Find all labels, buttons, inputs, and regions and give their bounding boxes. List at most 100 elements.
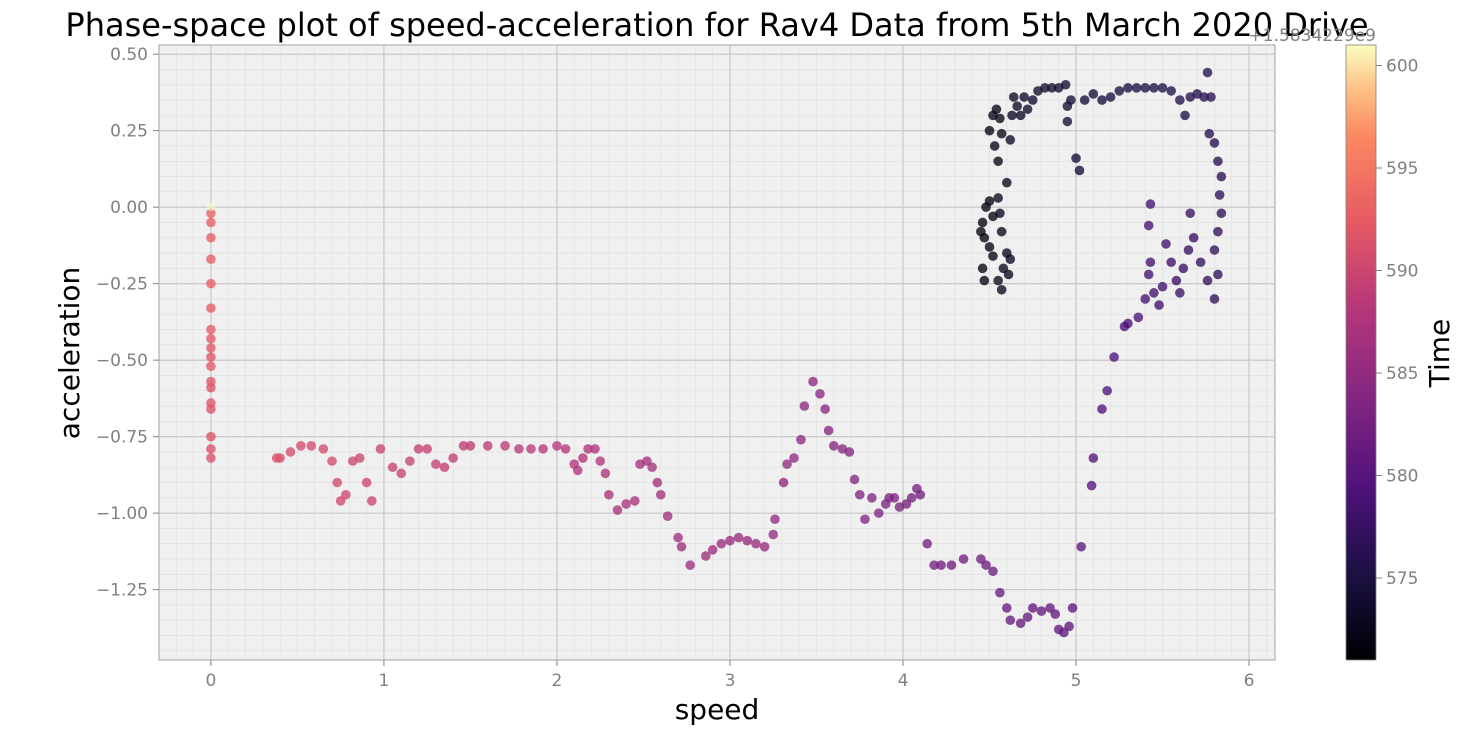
x-axis-ticks: 0 1 2 3 4 5 6 [205, 660, 1254, 691]
data-point [1166, 86, 1176, 96]
data-point [700, 551, 711, 561]
data-point [1074, 165, 1085, 176]
data-point [569, 459, 580, 469]
data-point [996, 128, 1007, 139]
data-point [1007, 110, 1017, 121]
data-point [206, 343, 216, 353]
data-point [860, 514, 870, 525]
data-point [808, 376, 818, 387]
data-point [1012, 101, 1022, 111]
data-point [1045, 603, 1055, 613]
y-tick-label: −0.50 [96, 351, 148, 371]
data-point [707, 545, 718, 555]
data-point [206, 254, 216, 264]
data-point [1022, 104, 1033, 115]
data-point [604, 489, 614, 500]
data-point [465, 441, 476, 451]
data-point [296, 441, 306, 451]
data-point [1133, 312, 1144, 323]
colorbar-tick-label: 590 [1386, 262, 1418, 282]
data-point [1145, 199, 1156, 209]
data-point [635, 459, 645, 469]
data-point [1114, 86, 1125, 96]
data-point [988, 251, 998, 261]
data-point [1171, 275, 1182, 286]
data-point [988, 566, 998, 577]
data-point [789, 453, 799, 463]
data-point [716, 538, 727, 549]
colorbar-tick-label: 580 [1386, 467, 1418, 487]
data-point [922, 538, 933, 549]
data-point [1188, 232, 1199, 243]
data-point [1209, 138, 1220, 148]
colorbar-label: Time [1423, 319, 1456, 389]
data-point [993, 156, 1003, 167]
data-point [306, 441, 317, 451]
data-point [560, 444, 571, 454]
data-point [332, 477, 343, 488]
data-point [984, 125, 995, 136]
data-point [655, 489, 666, 500]
data-point [1140, 294, 1151, 304]
data-point [1157, 281, 1168, 292]
data-point [1019, 92, 1029, 102]
data-point [1088, 89, 1099, 99]
y-tick-label: −0.25 [96, 275, 148, 295]
data-point [271, 453, 282, 463]
data-point [652, 477, 663, 488]
data-point [1060, 79, 1071, 90]
data-point [1131, 83, 1142, 93]
data-point [1209, 245, 1220, 255]
x-tick-label: 3 [725, 671, 736, 691]
data-point [1097, 404, 1107, 414]
x-tick-label: 2 [552, 671, 563, 691]
data-point [1027, 603, 1038, 613]
data-point [742, 535, 753, 546]
data-point [673, 532, 683, 543]
data-point [1161, 239, 1171, 249]
x-tick-label: 1 [379, 671, 390, 691]
x-tick-label: 6 [1244, 671, 1255, 691]
data-point [1067, 603, 1078, 613]
data-point [880, 499, 891, 509]
data-point [984, 196, 995, 206]
colorbar-tick-label: 585 [1386, 364, 1418, 384]
data-point [1003, 269, 1014, 280]
colorbar-ticks: 575 580 585 590 595 600 [1376, 57, 1418, 589]
data-point [984, 242, 995, 252]
data-point [367, 496, 377, 506]
data-point [894, 502, 905, 512]
data-point [285, 447, 296, 457]
scatter-points [206, 67, 1227, 638]
data-point [600, 468, 611, 479]
data-point [1053, 624, 1064, 635]
data-point [991, 104, 1002, 115]
chart-title: Phase-space plot of speed-acceleration f… [65, 6, 1368, 44]
data-point [1149, 83, 1159, 93]
data-point [1027, 95, 1038, 105]
data-point [206, 444, 216, 454]
x-tick-label: 5 [1071, 671, 1082, 691]
data-point [979, 232, 990, 243]
y-tick-label: −1.00 [96, 504, 148, 524]
data-point [996, 226, 1007, 237]
data-point [1216, 208, 1227, 219]
data-point [206, 324, 216, 335]
data-point [206, 376, 216, 387]
data-point [1008, 92, 1019, 102]
data-point [206, 278, 216, 289]
data-point [995, 208, 1005, 219]
data-point [514, 444, 524, 454]
data-point [206, 361, 216, 372]
data-point [439, 462, 450, 473]
data-point [1166, 257, 1176, 268]
data-point [759, 541, 770, 552]
data-point [1105, 92, 1116, 102]
data-point [1149, 288, 1159, 298]
data-point [751, 538, 761, 549]
data-point [206, 208, 216, 219]
data-point [206, 333, 216, 344]
data-point [1097, 95, 1107, 105]
data-point [1102, 385, 1112, 396]
